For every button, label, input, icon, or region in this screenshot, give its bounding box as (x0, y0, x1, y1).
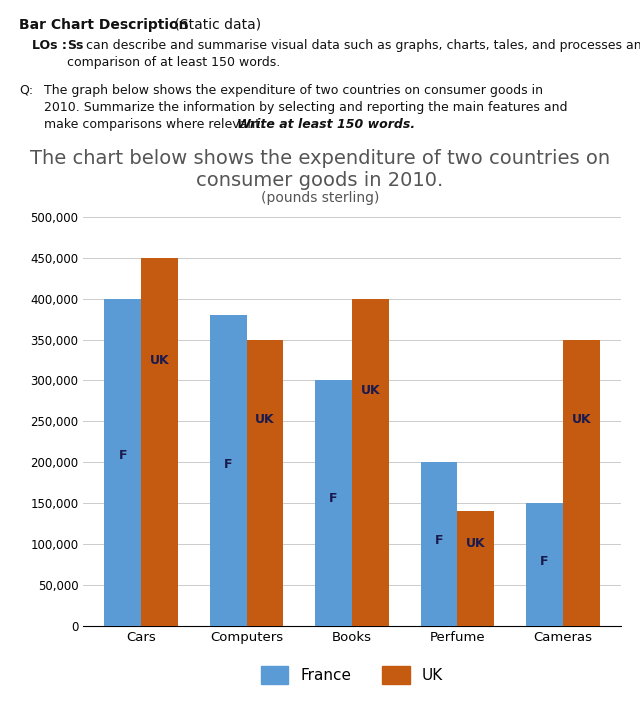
Text: comparison of at least 150 words.: comparison of at least 150 words. (67, 56, 280, 69)
Text: 2010. Summarize the information by selecting and reporting the main features and: 2010. Summarize the information by selec… (44, 101, 567, 114)
Text: UK: UK (572, 413, 591, 426)
Bar (315, 380, 352, 626)
Text: UK: UK (255, 413, 275, 426)
Bar (352, 299, 389, 626)
Text: F: F (330, 491, 338, 505)
Bar (104, 299, 141, 626)
Text: F: F (540, 555, 548, 568)
Text: UK: UK (466, 537, 486, 550)
Text: can describe and summarise visual data such as graphs, charts, tales, and proces: can describe and summarise visual data s… (86, 39, 640, 52)
Text: Ss: Ss (67, 39, 84, 52)
Bar (420, 462, 458, 626)
Bar (141, 258, 178, 626)
Text: Q:: Q: (19, 84, 33, 97)
Text: Bar Chart Description: Bar Chart Description (19, 18, 189, 32)
Text: F: F (435, 534, 444, 547)
Text: (pounds sterling): (pounds sterling) (261, 191, 379, 205)
Text: The chart below shows the expenditure of two countries on: The chart below shows the expenditure of… (30, 149, 610, 169)
Text: The graph below shows the expenditure of two countries on consumer goods in: The graph below shows the expenditure of… (44, 84, 543, 97)
Bar (526, 503, 563, 626)
Text: (Static data): (Static data) (170, 18, 260, 32)
Text: F: F (224, 458, 232, 471)
Bar (458, 511, 494, 626)
Bar (210, 315, 246, 626)
Legend: France, UK: France, UK (253, 658, 451, 692)
Text: consumer goods in 2010.: consumer goods in 2010. (196, 171, 444, 190)
Bar (246, 340, 284, 626)
Text: make comparisons where relevant.: make comparisons where relevant. (44, 118, 268, 131)
Text: UK: UK (360, 384, 380, 397)
Bar (563, 340, 600, 626)
Text: Write at least 150 words.: Write at least 150 words. (237, 118, 415, 131)
Text: F: F (118, 449, 127, 462)
Text: LOs :: LOs : (32, 39, 71, 52)
Text: UK: UK (150, 354, 170, 368)
